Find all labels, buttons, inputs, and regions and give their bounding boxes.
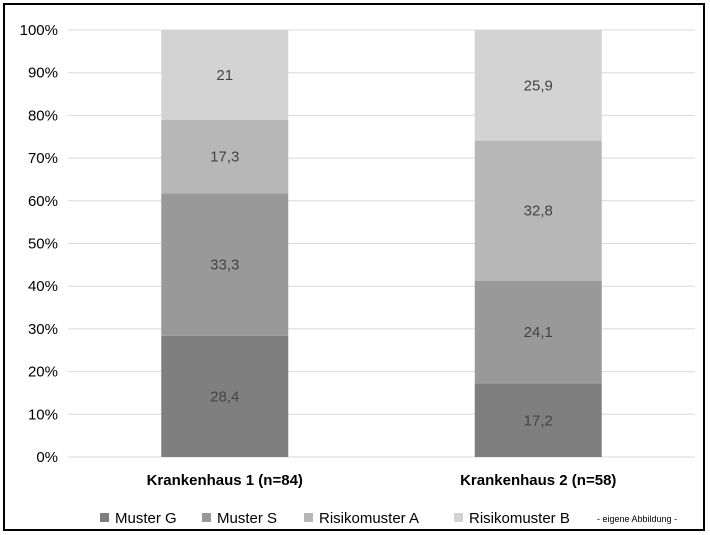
data-label: 25,9 bbox=[524, 77, 553, 94]
legend-label: Muster G bbox=[115, 510, 177, 527]
data-label: 17,2 bbox=[524, 412, 553, 429]
y-tick-label: 80% bbox=[28, 107, 58, 124]
legend-swatch bbox=[304, 513, 313, 522]
legend-swatch bbox=[100, 513, 109, 522]
legend-label: Muster S bbox=[217, 510, 277, 527]
legend: Muster G Muster S Risikomuster A Risikomust… bbox=[100, 510, 570, 527]
y-tick-label: 10% bbox=[28, 406, 58, 423]
x-category-label: Krankenhaus 1 (n=84) bbox=[147, 472, 303, 489]
y-tick-label: 70% bbox=[28, 150, 58, 167]
legend-swatch bbox=[202, 513, 211, 522]
y-tick-label: 40% bbox=[28, 278, 58, 295]
data-label: 21 bbox=[216, 67, 233, 84]
bar-segment bbox=[161, 30, 289, 120]
legend-label: Risikomuster A bbox=[319, 510, 419, 527]
data-label: 28,4 bbox=[210, 388, 239, 405]
bars: 28,4 33,3 17,3 21 17,2 24,1 32,8 25,9 bbox=[161, 30, 602, 457]
source-note: - eigene Abbildung - bbox=[597, 514, 677, 524]
y-tick-label: 30% bbox=[28, 321, 58, 338]
x-category-label: Krankenhaus 2 (n=58) bbox=[460, 472, 616, 489]
bar-segment bbox=[474, 383, 602, 457]
stacked-bar-chart: 0% 10% 20% 30% 40% 50% 60% 70% 80% 90% 100% 28,4 33… bbox=[20, 22, 695, 527]
x-axis: Krankenhaus 1 (n=84) Krankenhaus 2 (n=58) bbox=[147, 472, 617, 489]
data-label: 32,8 bbox=[524, 203, 553, 220]
y-tick-label: 90% bbox=[28, 65, 58, 82]
bar-segment bbox=[474, 30, 602, 141]
y-tick-label: 0% bbox=[36, 449, 58, 466]
bar-segment bbox=[161, 193, 289, 336]
y-axis: 0% 10% 20% 30% 40% 50% 60% 70% 80% 90% 100% bbox=[20, 22, 58, 466]
data-label: 24,1 bbox=[524, 324, 553, 341]
bar-segment bbox=[161, 335, 289, 457]
y-tick-label: 50% bbox=[28, 236, 58, 253]
bar-segment bbox=[474, 140, 602, 281]
legend-label: Risikomuster B bbox=[469, 510, 570, 527]
y-tick-label: 100% bbox=[20, 22, 58, 39]
bar-segment bbox=[474, 280, 602, 384]
chart-frame: 0% 10% 20% 30% 40% 50% 60% 70% 80% 90% 100% 28,4 33… bbox=[3, 3, 705, 531]
legend-swatch bbox=[454, 513, 463, 522]
y-tick-label: 60% bbox=[28, 193, 58, 210]
data-label: 33,3 bbox=[210, 257, 239, 274]
y-tick-label: 20% bbox=[28, 364, 58, 381]
data-label: 17,3 bbox=[210, 149, 239, 166]
bar-segment bbox=[161, 119, 289, 194]
